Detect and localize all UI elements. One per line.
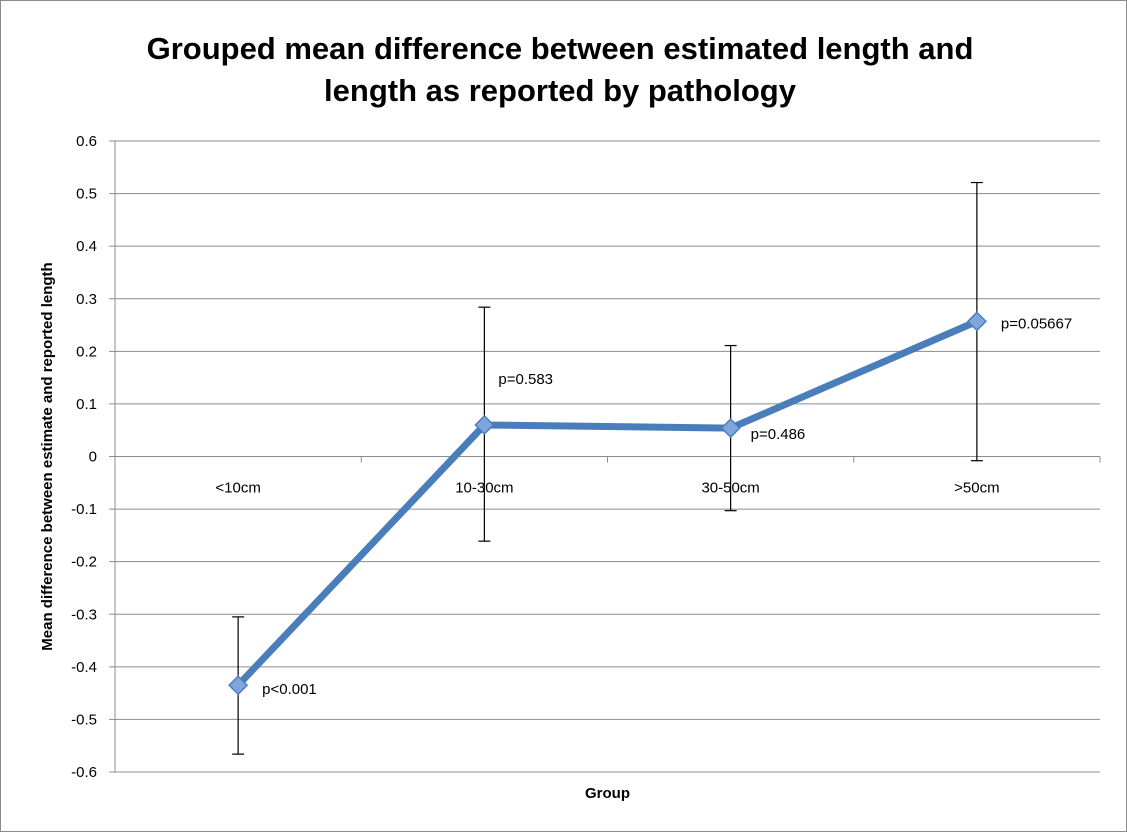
- y-tick-label: -0.6: [71, 764, 97, 781]
- x-tick-labels: <10cm 10-30cm 30-50cm >50cm: [215, 480, 999, 497]
- y-tick-label: 0.4: [76, 238, 97, 255]
- chart-title: Grouped mean difference between estimate…: [60, 28, 1060, 112]
- data-point-marker: [966, 311, 987, 332]
- y-tick-label: -0.3: [71, 606, 97, 623]
- y-tick-label: -0.4: [71, 659, 97, 676]
- y-tick-label: 0.6: [76, 133, 97, 150]
- p-value-label: p=0.486: [751, 426, 806, 443]
- y-tick-label: -0.2: [71, 554, 97, 571]
- data-point-marker: [474, 414, 495, 436]
- y-tick-label: 0: [89, 449, 97, 466]
- x-tick-label: <10cm: [215, 480, 260, 497]
- x-axis-title: Group: [585, 785, 630, 802]
- data-markers: [228, 311, 987, 696]
- y-tick-label: -0.1: [71, 501, 97, 518]
- y-tick-label: 0.5: [76, 186, 97, 203]
- data-point-marker: [720, 418, 741, 439]
- y-tick-label: 0.3: [76, 291, 97, 308]
- chart-title-line-1: Grouped mean difference between estimate…: [146, 31, 974, 66]
- gridlines: [109, 140, 1101, 773]
- y-tick-labels: 0.6 0.5 0.4 0.3 0.2 0.1 0 -0.1 -0.2 -0.3 -0.4 -0.5 -…: [71, 133, 97, 781]
- p-value-label: p=0.583: [498, 371, 553, 388]
- y-tick-label: -0.5: [71, 711, 97, 728]
- p-value-label: p=0.05667: [1001, 315, 1072, 332]
- y-tick-label: 0.2: [76, 343, 97, 360]
- p-value-label: p<0.001: [262, 681, 317, 698]
- x-tick-label: >50cm: [954, 480, 999, 497]
- y-tick-label: 0.1: [76, 396, 97, 413]
- error-bars: [232, 181, 983, 755]
- chart-title-line-2: length as reported by pathology: [324, 73, 796, 108]
- p-value-annotations: p<0.001 p=0.583 p=0.486 p=0.05667: [262, 315, 1072, 698]
- y-axis-title: Mean difference between estimate and rep…: [39, 262, 56, 650]
- data-point-marker: [228, 675, 249, 696]
- series-line: [234, 317, 981, 689]
- series-line-path: [234, 317, 981, 689]
